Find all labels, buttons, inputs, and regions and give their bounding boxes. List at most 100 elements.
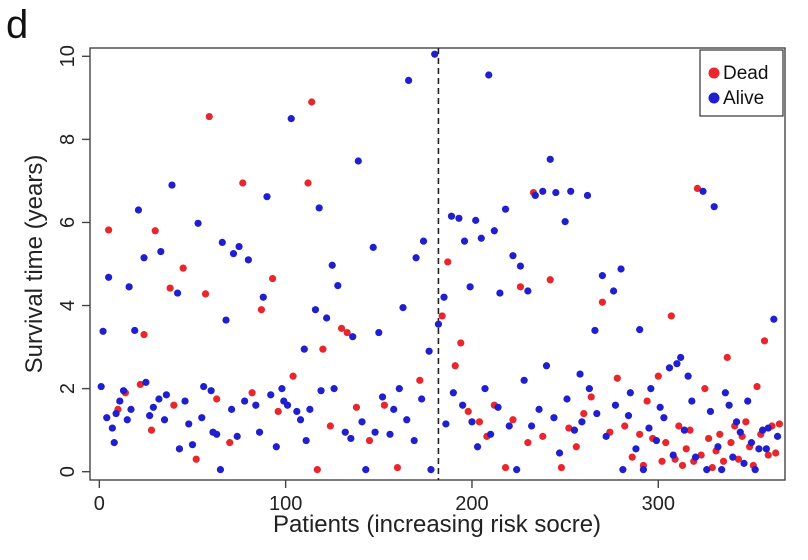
dead-point bbox=[539, 432, 547, 440]
alive-point bbox=[349, 333, 357, 341]
dead-point bbox=[438, 312, 446, 320]
alive-point bbox=[418, 395, 426, 403]
alive-point bbox=[673, 360, 681, 368]
alive-point bbox=[576, 370, 584, 378]
dead-point bbox=[734, 455, 743, 463]
dead-point bbox=[170, 401, 178, 409]
alive-point bbox=[460, 237, 469, 245]
dead-point bbox=[565, 424, 573, 432]
alive-point bbox=[555, 449, 564, 457]
alive-point bbox=[466, 283, 474, 291]
alive-point bbox=[680, 426, 688, 434]
alive-point bbox=[550, 414, 558, 422]
alive-series bbox=[97, 50, 782, 474]
alive-point bbox=[729, 453, 737, 461]
alive-point bbox=[347, 434, 355, 443]
alive-point bbox=[97, 382, 105, 391]
alive-point bbox=[272, 443, 280, 451]
alive-point bbox=[123, 416, 131, 424]
alive-point bbox=[293, 407, 301, 416]
alive-point bbox=[371, 428, 379, 436]
alive-point bbox=[611, 401, 620, 409]
y-axis-title: Survival time (years) bbox=[21, 155, 48, 374]
alive-point bbox=[494, 403, 502, 411]
alive-point bbox=[509, 252, 517, 260]
dead-point bbox=[304, 179, 312, 187]
alive-point bbox=[287, 115, 295, 123]
alive-point bbox=[617, 265, 625, 273]
alive-point bbox=[116, 397, 124, 405]
alive-point bbox=[699, 187, 707, 195]
alive-point bbox=[593, 409, 601, 418]
dead-point bbox=[760, 337, 769, 345]
alive-point bbox=[198, 414, 206, 422]
dead-point bbox=[708, 463, 716, 472]
alive-point bbox=[770, 315, 778, 323]
alive-point bbox=[755, 445, 763, 453]
alive-point bbox=[185, 420, 193, 428]
alive-point bbox=[477, 234, 485, 242]
alive-point bbox=[369, 243, 377, 251]
alive-point bbox=[759, 426, 767, 434]
alive-point bbox=[216, 466, 225, 474]
alive-point bbox=[149, 403, 157, 411]
alive-point bbox=[449, 389, 457, 397]
alive-point bbox=[632, 445, 640, 453]
x-axis-title: Patients (increasing risk socre) bbox=[273, 511, 601, 538]
dead-point bbox=[580, 409, 588, 418]
dead-point bbox=[326, 422, 334, 430]
dead-point bbox=[274, 407, 282, 416]
dead-point bbox=[201, 290, 210, 298]
alive-point bbox=[244, 256, 252, 264]
alive-point bbox=[455, 214, 463, 222]
alive-point bbox=[209, 428, 217, 436]
dead-point bbox=[313, 466, 321, 474]
alive-point bbox=[447, 212, 456, 220]
dead-point bbox=[365, 436, 374, 445]
x-tick-label: 0 bbox=[94, 493, 105, 515]
alive-point bbox=[747, 439, 756, 447]
dead-point bbox=[151, 227, 159, 235]
alive-point bbox=[721, 389, 729, 397]
alive-point bbox=[677, 353, 685, 362]
legend-marker-dead bbox=[708, 67, 720, 79]
alive-point bbox=[691, 453, 700, 461]
dead-point bbox=[764, 451, 772, 459]
dead-point bbox=[179, 264, 187, 272]
alive-point bbox=[567, 187, 575, 195]
alive-point bbox=[609, 287, 618, 295]
alive-point bbox=[516, 262, 525, 270]
alive-point bbox=[583, 191, 592, 200]
dead-point bbox=[613, 374, 621, 382]
dead-point bbox=[675, 422, 683, 430]
legend-label-alive: Alive bbox=[723, 88, 764, 109]
dead-point bbox=[192, 455, 200, 463]
alive-point bbox=[619, 466, 627, 474]
alive-point bbox=[520, 376, 528, 384]
alive-point bbox=[487, 430, 495, 438]
alive-point bbox=[181, 397, 189, 405]
alive-point bbox=[725, 401, 733, 409]
alive-point bbox=[710, 203, 718, 211]
alive-point bbox=[718, 466, 726, 474]
alive-point bbox=[160, 416, 169, 424]
alive-point bbox=[563, 395, 571, 403]
alive-point bbox=[399, 304, 407, 312]
dead-series bbox=[105, 98, 784, 474]
dead-point bbox=[213, 395, 221, 403]
alive-point bbox=[146, 412, 154, 420]
dead-point bbox=[697, 451, 705, 459]
dead-point bbox=[775, 420, 784, 428]
alive-point bbox=[744, 397, 752, 405]
alive-point bbox=[328, 261, 336, 269]
alive-point bbox=[427, 466, 435, 474]
plot-frame bbox=[89, 47, 786, 481]
alive-point bbox=[162, 391, 170, 399]
dead-point bbox=[289, 372, 297, 380]
alive-point bbox=[591, 326, 599, 335]
alive-point bbox=[99, 327, 107, 335]
alive-point bbox=[585, 385, 593, 393]
alive-point bbox=[330, 385, 338, 393]
dead-point bbox=[701, 385, 709, 393]
alive-point bbox=[764, 424, 772, 432]
